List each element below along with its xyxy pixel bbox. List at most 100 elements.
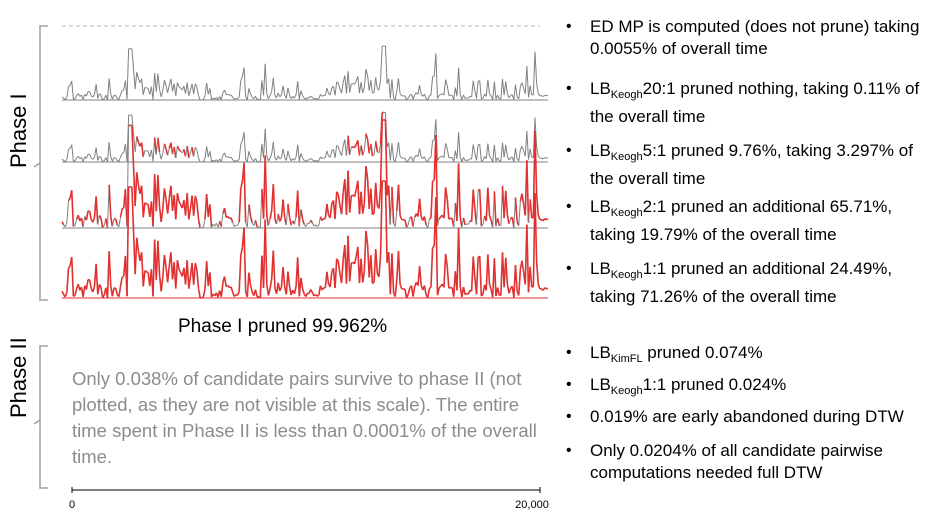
- series-segment: [214, 159, 217, 162]
- series-segment: [336, 144, 339, 148]
- series-segment: [427, 219, 430, 228]
- series-segment: [269, 210, 273, 220]
- series-segment: [472, 80, 476, 91]
- series-segment: [163, 188, 167, 200]
- series-segment: [157, 175, 161, 207]
- series-segment: [140, 252, 145, 287]
- series-segment: [466, 292, 469, 295]
- series-segment: [238, 255, 242, 292]
- series-segment: [360, 258, 364, 283]
- series-segment: [335, 258, 340, 263]
- series-segment: [146, 203, 149, 206]
- series-segment: [492, 81, 495, 100]
- series-segment: [341, 145, 344, 156]
- series-segment: [137, 78, 141, 84]
- series-segment: [311, 97, 315, 100]
- series-segment: [178, 268, 182, 274]
- bullet-lb-sub: Keogh: [610, 269, 643, 281]
- series-segment: [397, 142, 401, 157]
- series-segment: [497, 94, 500, 99]
- series-segment: [370, 255, 374, 284]
- series-segment: [202, 288, 206, 297]
- bullet-text: 2:1 pruned an additional 65.71%, taking …: [590, 197, 893, 244]
- series-segment: [160, 153, 164, 160]
- series-segment: [74, 95, 78, 100]
- series-segment: [305, 159, 308, 162]
- series-segment: [289, 156, 292, 161]
- series-segment: [64, 97, 68, 100]
- series-segment: [370, 188, 374, 215]
- series-segment: [272, 250, 276, 289]
- series-segment: [63, 160, 66, 162]
- series-segment: [429, 94, 432, 97]
- series-segment: [347, 235, 351, 282]
- series-segment: [444, 187, 449, 199]
- series-segment: [98, 215, 102, 219]
- series-segment: [363, 230, 367, 272]
- series-segment: [448, 217, 451, 220]
- series-segment: [121, 275, 125, 278]
- series-segment: [347, 170, 351, 213]
- series-segment: [326, 271, 330, 285]
- series-segment: [485, 143, 489, 159]
- series-segment: [263, 63, 266, 96]
- series-segment: [475, 190, 479, 225]
- series-segment: [96, 284, 101, 295]
- series-segment: [92, 156, 95, 160]
- series-segment: [202, 219, 206, 227]
- series-segment: [313, 97, 316, 100]
- series-segment: [85, 210, 89, 221]
- series-segment: [287, 271, 291, 287]
- series-segment: [188, 90, 191, 96]
- bullet-text: 5:1 pruned 9.76%, taking 3.297% of the o…: [590, 141, 913, 188]
- series-segment: [475, 81, 479, 99]
- series-segment: [506, 93, 510, 99]
- series-segment: [313, 160, 316, 162]
- series-segment: [479, 80, 482, 100]
- series-segment: [259, 80, 263, 101]
- series-segment: [152, 73, 156, 100]
- bullet-dot: •: [566, 260, 572, 277]
- series-segment: [397, 78, 401, 94]
- series-segment: [212, 97, 216, 100]
- bullet-text: Only 0.0204% of all candidate pairwise c…: [590, 441, 883, 482]
- series-segment: [220, 92, 224, 100]
- series-segment: [536, 83, 539, 94]
- series-segment: [211, 159, 214, 163]
- series-segment: [513, 84, 516, 100]
- series-segment: [100, 94, 104, 101]
- series-segment: [108, 78, 112, 95]
- series-segment: [488, 284, 492, 290]
- series-segment: [108, 142, 112, 157]
- series-segment: [191, 83, 195, 94]
- series-segment: [163, 254, 167, 267]
- series-segment: [458, 132, 461, 158]
- series-segment: [348, 195, 353, 213]
- series-segment: [264, 128, 268, 157]
- series-segment: [276, 92, 279, 99]
- series-segment: [417, 85, 421, 95]
- series-segment: [194, 195, 198, 203]
- series-segment: [446, 198, 450, 220]
- series-segment: [233, 224, 237, 227]
- series-segment: [249, 285, 253, 293]
- series-segment: [374, 141, 379, 152]
- series-segment: [160, 90, 164, 98]
- series-segment: [324, 150, 328, 158]
- series-segment: [131, 114, 135, 134]
- series-segment: [186, 260, 190, 289]
- series-segment: [100, 287, 104, 298]
- series-segment: [202, 157, 206, 162]
- series-segment: [174, 193, 179, 220]
- series-segment: [269, 278, 273, 289]
- series-segment: [102, 224, 105, 228]
- series-segment: [354, 80, 357, 85]
- series-segment: [197, 219, 201, 229]
- series-segment: [461, 157, 464, 162]
- series-segment: [418, 266, 423, 286]
- series-segment: [534, 131, 538, 195]
- series-segment: [220, 213, 224, 227]
- series-segment: [119, 277, 123, 287]
- series-segment: [142, 202, 146, 218]
